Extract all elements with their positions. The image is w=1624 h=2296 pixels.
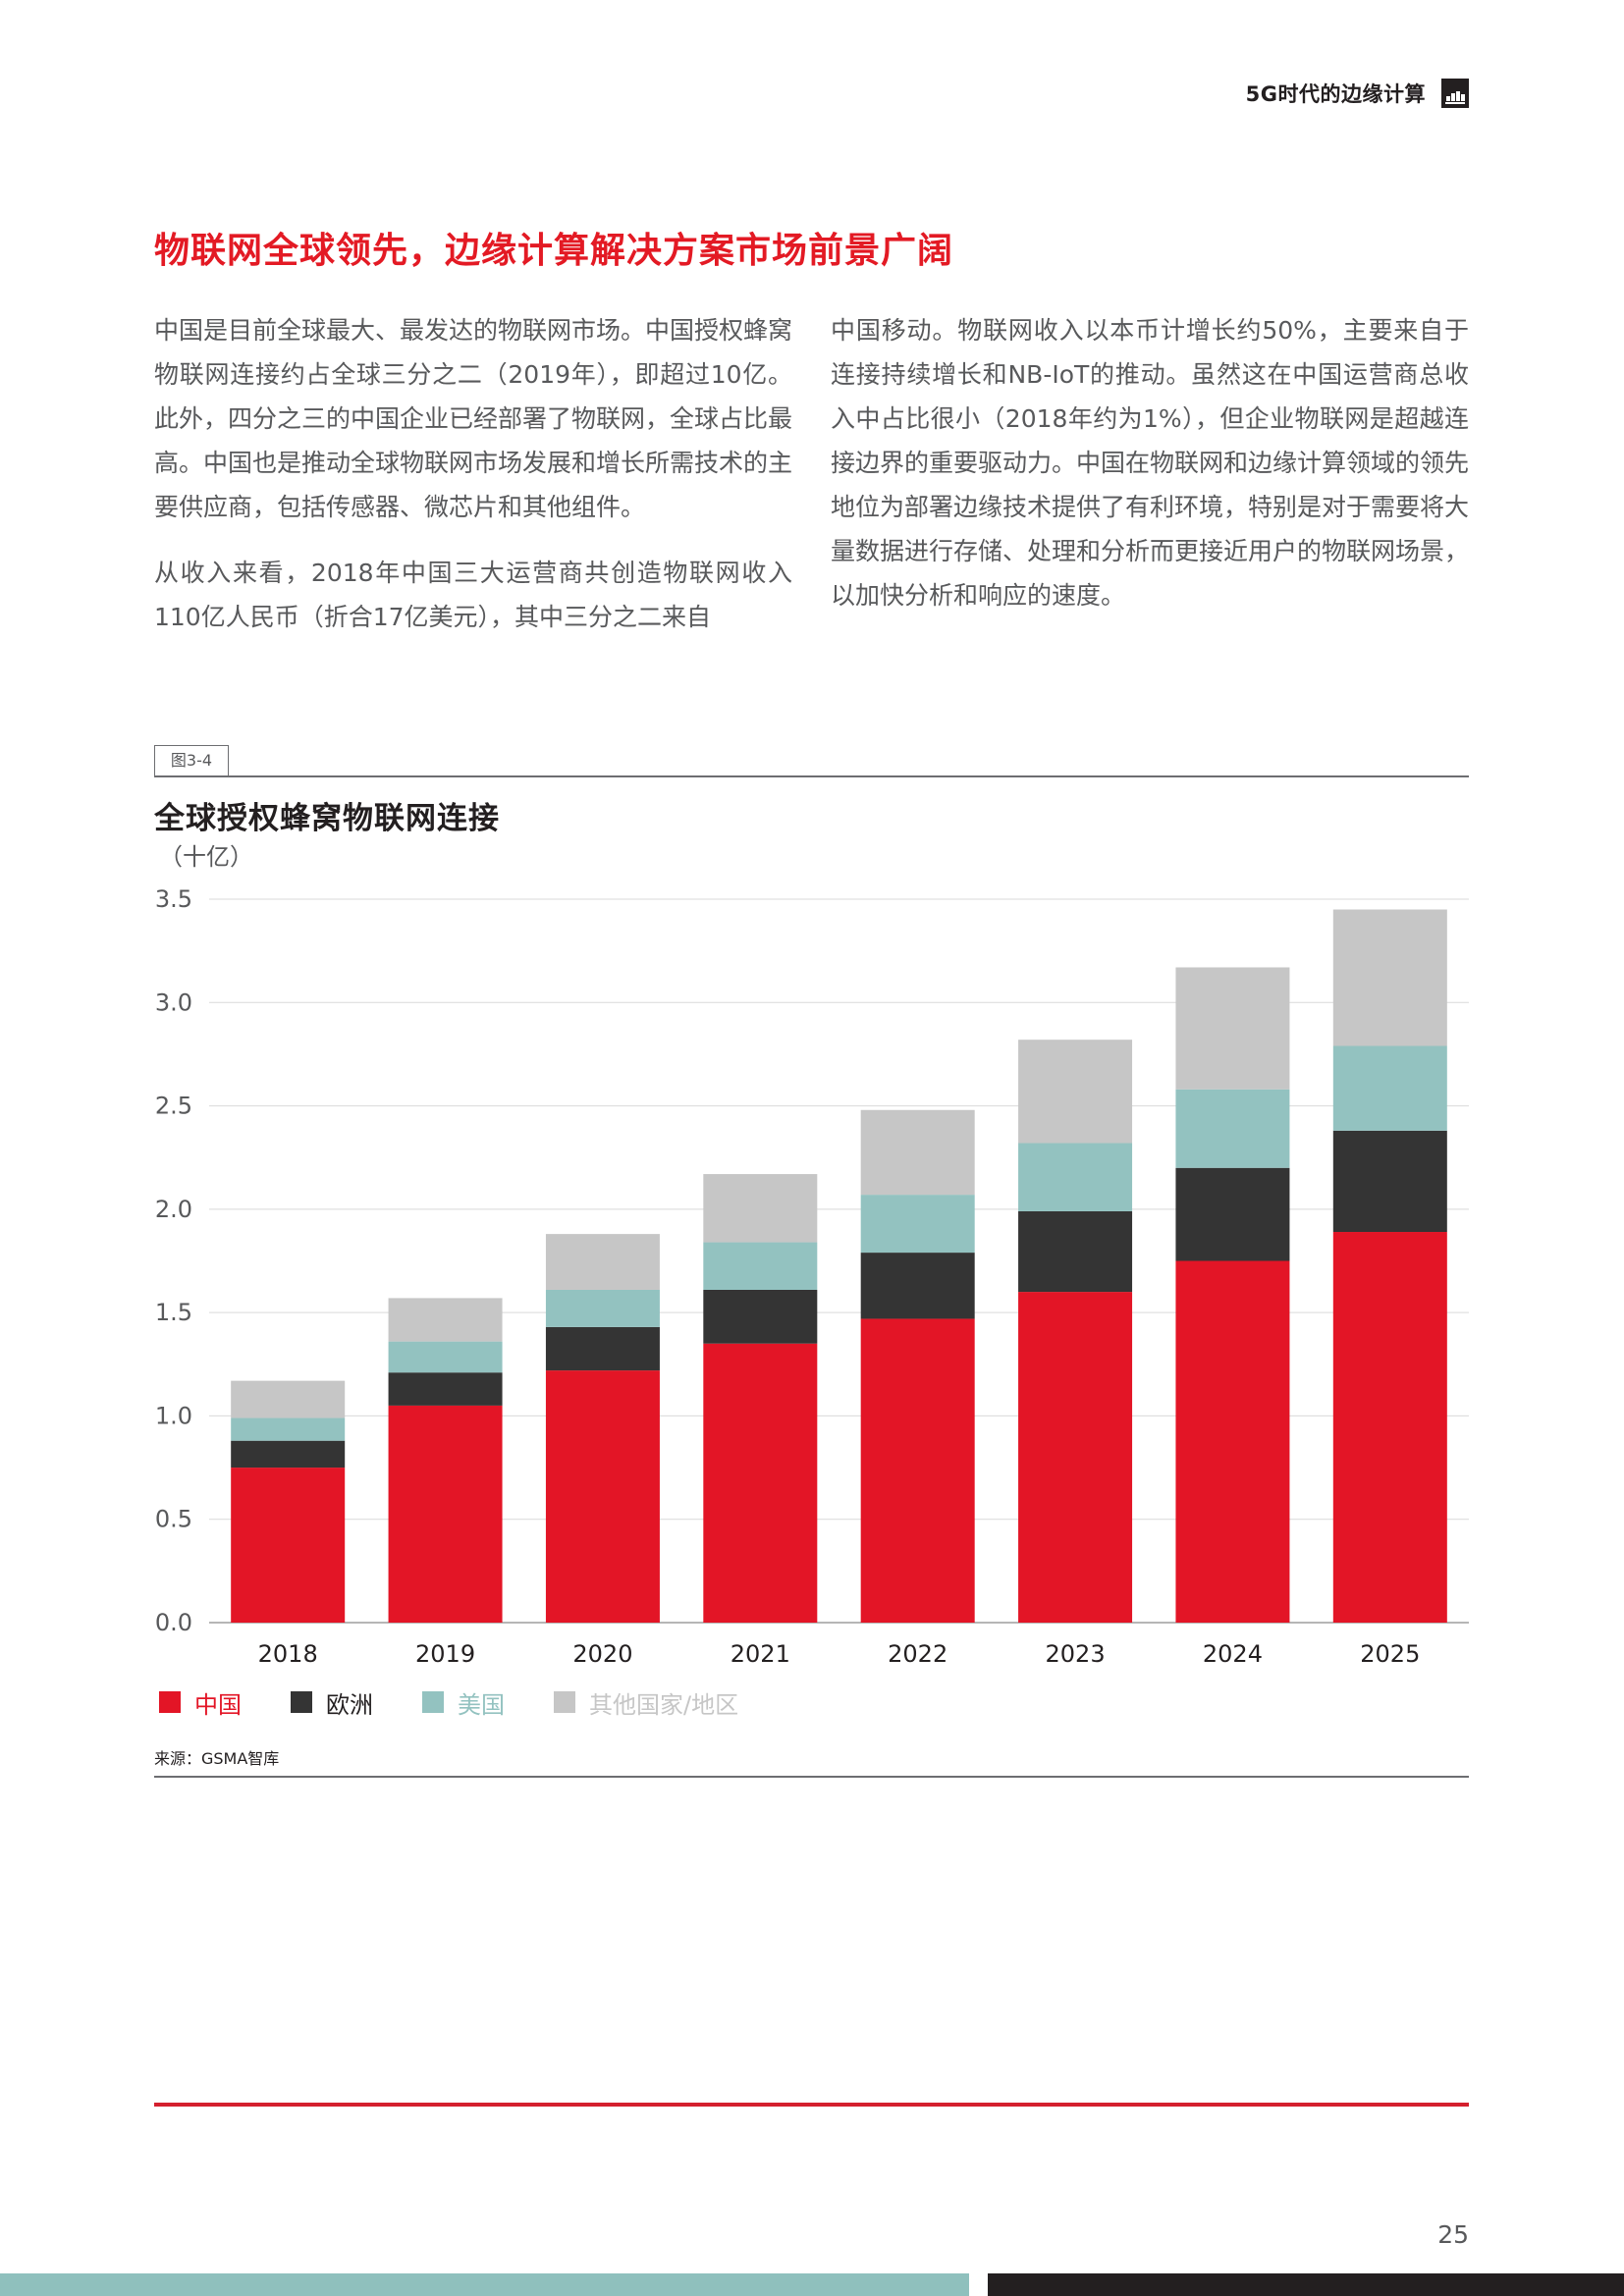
paragraph: 从收入来看，2018年中国三大运营商共创造物联网收入110亿人民币（折合17亿美… xyxy=(154,559,792,631)
bar-segment xyxy=(703,1289,818,1344)
gsma-logo-icon xyxy=(1441,79,1469,108)
bar-segment xyxy=(545,1326,660,1371)
running-header-title: 5G时代的边缘计算 xyxy=(1245,82,1426,106)
legend-label: 其他国家/地区 xyxy=(589,1690,739,1719)
x-tick-label: 2025 xyxy=(1360,1640,1420,1668)
x-tick-label: 2023 xyxy=(1046,1640,1106,1668)
y-tick-label: 0.0 xyxy=(155,1609,192,1636)
bar-segment xyxy=(703,1174,818,1243)
bar-segment xyxy=(1175,1089,1290,1168)
paragraph: 中国是目前全球最大、最发达的物联网市场。中国授权蜂窝物联网连接约占全球三分之二（… xyxy=(154,316,793,521)
bar-segment xyxy=(860,1109,975,1196)
x-tick-label: 2018 xyxy=(258,1640,318,1668)
legend-swatch xyxy=(159,1691,181,1713)
bar-segment xyxy=(388,1405,503,1623)
y-tick-label: 0.5 xyxy=(155,1506,192,1533)
chart-unit-label: （十亿） xyxy=(159,843,253,871)
chart-title: 全球授权蜂窝物联网连接 xyxy=(154,801,500,836)
bar-segment xyxy=(545,1289,660,1327)
x-tick-label: 2019 xyxy=(415,1640,475,1668)
bar-segment xyxy=(860,1318,975,1623)
bar-segment xyxy=(1332,1045,1447,1131)
section-title: 物联网全球领先，边缘计算解决方案市场前景广阔 xyxy=(154,231,954,271)
page-number: 25 xyxy=(1437,2220,1469,2249)
bar-segment xyxy=(231,1440,346,1468)
body-column-left: 中国是目前全球最大、最发达的物联网市场。中国授权蜂窝物联网连接约占全球三分之二（… xyxy=(154,308,792,661)
figure-top-divider xyxy=(154,775,1469,777)
footer-divider xyxy=(154,2103,1469,2107)
y-tick-label: 2.5 xyxy=(155,1093,192,1120)
y-tick-label: 1.0 xyxy=(155,1402,192,1429)
bar-segment xyxy=(545,1234,660,1290)
y-tick-label: 3.5 xyxy=(155,885,192,913)
legend-label: 中国 xyxy=(194,1690,242,1719)
bar-segment xyxy=(1175,1260,1290,1623)
figure-source: 来源：GSMA智库 xyxy=(154,1749,280,1768)
legend-item: 中国 xyxy=(159,1685,242,1720)
legend-label: 欧洲 xyxy=(326,1690,373,1719)
bar-segment xyxy=(1332,909,1447,1046)
bar-segment xyxy=(1175,1167,1290,1261)
bar-segment xyxy=(388,1298,503,1342)
bar-segment xyxy=(1332,1232,1447,1623)
bars xyxy=(231,909,1447,1623)
legend-swatch xyxy=(422,1691,444,1713)
footer-bar-teal xyxy=(0,2273,969,2296)
bar-segment xyxy=(1332,1130,1447,1233)
stacked-bar-chart: 0.0 0.5 1.0 1.5 2.0 2.5 3.0 3.5 2018 2019 2020 2021… xyxy=(155,885,1469,1668)
figure-bottom-divider xyxy=(154,1776,1469,1778)
paragraph: 中国移动。物联网收入以本币计增长约50%，主要来自于连接持续增长和NB-IoT的… xyxy=(831,316,1470,610)
x-tick-label: 2022 xyxy=(888,1640,947,1668)
bar-segment xyxy=(1175,967,1290,1090)
bar-segment xyxy=(703,1242,818,1290)
axis-labels: 0.0 0.5 1.0 1.5 2.0 2.5 3.0 3.5 2018 2019 2020 2021… xyxy=(155,885,1421,1668)
bar-segment xyxy=(1018,1040,1133,1144)
bar-segment xyxy=(1018,1292,1133,1623)
y-tick-label: 1.5 xyxy=(155,1299,192,1326)
bar-segment xyxy=(388,1341,503,1373)
bar-segment xyxy=(860,1253,975,1319)
legend-item: 美国 xyxy=(422,1685,505,1720)
bar-segment xyxy=(231,1468,346,1623)
footer-bar-dark xyxy=(988,2273,1624,2296)
legend-swatch xyxy=(554,1691,575,1713)
legend-swatch xyxy=(291,1691,312,1713)
y-tick-label: 2.0 xyxy=(155,1196,192,1223)
legend-item: 其他国家/地区 xyxy=(554,1685,738,1720)
bar-segment xyxy=(703,1343,818,1623)
legend-label: 美国 xyxy=(458,1690,505,1719)
bar-segment xyxy=(1018,1143,1133,1211)
bar-segment xyxy=(545,1370,660,1623)
x-tick-label: 2020 xyxy=(572,1640,632,1668)
y-tick-label: 3.0 xyxy=(155,988,192,1016)
chart-legend: 中国 欧洲 美国 其他国家/地区 xyxy=(159,1685,787,1720)
legend-item: 欧洲 xyxy=(291,1685,373,1720)
bar-segment xyxy=(231,1417,346,1441)
figure-label: 图3-4 xyxy=(154,745,229,776)
bar-segment xyxy=(388,1372,503,1406)
bar-segment xyxy=(1018,1210,1133,1293)
bar-segment xyxy=(860,1195,975,1254)
bar-segment xyxy=(231,1380,346,1418)
x-tick-label: 2021 xyxy=(731,1640,790,1668)
body-column-right: 中国移动。物联网收入以本币计增长约50%，主要来自于连接持续增长和NB-IoT的… xyxy=(831,308,1469,639)
x-tick-label: 2024 xyxy=(1203,1640,1263,1668)
